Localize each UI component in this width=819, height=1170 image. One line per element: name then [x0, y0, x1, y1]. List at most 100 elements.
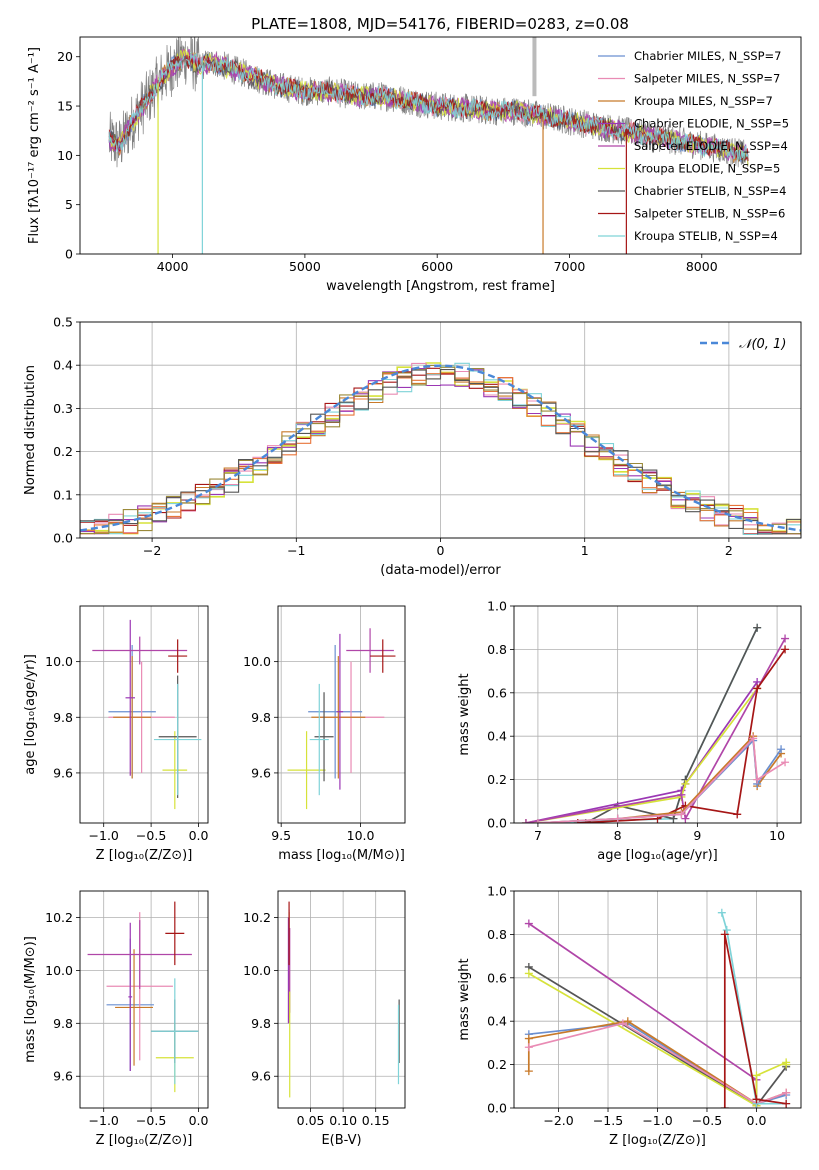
weight_vs_age-marker	[681, 814, 690, 823]
mass_vs_ebv-xtick-label: 0.05	[297, 1113, 325, 1128]
weight_vs_z-marker	[720, 1104, 729, 1108]
mass_vs_z-ytick-label: 9.8	[53, 1016, 73, 1031]
weight_vs_age-marker	[677, 790, 686, 799]
weight_vs_age-marker	[521, 819, 530, 823]
legend-label-kroupa_miles: Kroupa MILES, N_SSP=7	[634, 94, 773, 108]
spectrum-frame	[79, 36, 802, 255]
weight_vs_age-ylabel: mass weight	[457, 673, 472, 755]
mass_vs_ebv-xtick-label: 0.10	[329, 1113, 357, 1128]
figure-title: PLATE=1808, MJD=54176, FIBERID=0283, z=0…	[251, 15, 629, 33]
spectrum-ytick-label: 0	[65, 247, 73, 262]
spectrum-xtick-label: 8000	[686, 259, 718, 274]
residuals-ytick-label: 0.1	[53, 487, 73, 502]
weight_vs_age-series-salpeter_miles	[537, 736, 786, 823]
age_vs_z-point-salpeter_elodie	[92, 636, 188, 665]
weight_vs_age-marker	[753, 684, 762, 693]
age_vs_mass-xlabel: mass [log₁₀(M/M⊙)]	[278, 848, 405, 863]
residuals-panel: −2 −1 0 1 2 0.0 0.1 0.2 0.3 0.4 0.5 (data-model)/er…	[23, 315, 802, 578]
age_vs_mass-point-salpeter_stelib	[370, 639, 396, 673]
mass_vs_z-point-salpeter_elodie	[87, 920, 192, 989]
weight_vs_z-xtick-label: −2.0	[543, 1113, 573, 1128]
mass_vs_ebv-ytick-label: 9.8	[251, 1016, 271, 1031]
weight_vs_age-marker	[777, 745, 786, 754]
residuals-xlabel: (data-model)/error	[380, 563, 501, 578]
age_vs_mass-ytick-label: 10.0	[243, 654, 271, 669]
weight_vs_age-marker	[681, 779, 690, 788]
weight_vs_age-series-salpeter_stelib	[577, 648, 786, 823]
weight_vs_age-marker	[753, 775, 762, 784]
weight_vs_z-xtick-label: 0.0	[747, 1113, 767, 1128]
weight_vs_age-series-kroupa_stelib	[537, 627, 758, 823]
weight_vs_age-plot-area	[521, 623, 790, 823]
weight_vs_z-ytick-label: 0.4	[487, 1014, 507, 1029]
spectrum-xtick-label: 4000	[157, 259, 189, 274]
mass_vs_ebv-xtick-label: 0.15	[362, 1113, 390, 1128]
legend-label-chabrier_stelib: Chabrier STELIB, N_SSP=4	[634, 184, 786, 198]
age_vs_z-point-salpeter_stelib	[168, 639, 188, 673]
age_vs_z-xtick-label: −0.5	[136, 828, 166, 843]
weight_vs_age-ytick-label: 0.4	[487, 729, 507, 744]
weight_vs_z-xtick-label: −1.5	[593, 1113, 623, 1128]
mass_vs_z-ytick-label: 10.0	[45, 963, 73, 978]
weight_vs_age-series-chabrier_miles	[537, 738, 782, 823]
weight_vs_age-series-chabrier_elodie	[525, 681, 758, 823]
weight_vs_age-ytick-label: 0.8	[487, 642, 507, 657]
weight_vs_age-ytick-label: 1.0	[487, 599, 507, 614]
age_vs_z-xtick-label: −1.0	[89, 828, 119, 843]
age_vs_z-point-kroupa_elodie	[162, 731, 188, 810]
residual-histogram-step	[80, 369, 801, 535]
weight_vs_z-xlabel: Z [log₁₀(Z/Z⊙)]	[609, 1133, 706, 1148]
mass_vs_ebv-xlabel: E(B-V)	[321, 1133, 361, 1148]
age_vs_mass-point-kroupa_miles	[311, 656, 366, 779]
weight_vs_z-plot-area	[524, 908, 791, 1108]
weight_vs_z-marker	[524, 919, 533, 928]
mass_vs_ebv-ytick-label: 10.0	[243, 963, 271, 978]
normal-distribution-curve	[80, 364, 801, 532]
weight_vs_age-xtick-label: 9	[693, 828, 701, 843]
weight_vs_z-xtick-label: −0.5	[692, 1113, 722, 1128]
weight_vs_z-marker	[752, 1071, 761, 1080]
age_vs_z-point-kroupa_stelib	[153, 683, 202, 796]
age_vs_mass-ytick-label: 9.6	[251, 765, 271, 780]
weight_vs_z-marker	[717, 908, 726, 917]
mass_vs_z-point-salpeter_stelib	[165, 901, 185, 966]
mass_vs_z-point-kroupa_stelib	[151, 978, 199, 1085]
weight_vs_z-ytick-label: 0.0	[487, 1101, 507, 1116]
residuals-xtick-label: 0	[437, 543, 445, 558]
weight_vs_z-ytick-label: 0.6	[487, 970, 507, 985]
age_vs_z-point-kroupa_miles	[113, 656, 152, 779]
weight_vs_z-marker	[524, 1034, 533, 1043]
weight_vs_age-xtick-label: 10	[769, 828, 785, 843]
spectrum-model-kroupa_elodie	[108, 48, 749, 166]
weight_vs_age-ytick-label: 0.2	[487, 772, 507, 787]
age_vs_mass-xtick-label: 9.5	[271, 828, 291, 843]
age_vs_mass-point-kroupa_elodie	[287, 731, 326, 810]
residuals-ytick-label: 0.2	[53, 444, 73, 459]
spectrum-ytick-label: 20	[57, 49, 73, 64]
residuals-xtick-label: −1	[287, 543, 305, 558]
age_vs_mass-point-chabrier_elodie	[336, 633, 344, 790]
spectrum-sky-spike	[532, 37, 537, 97]
mass_vs_z-frame	[79, 890, 209, 1109]
mass_vs_z-xlabel: Z [log₁₀(Z/Z⊙)]	[96, 1133, 193, 1148]
weight_vs_z-marker	[623, 1017, 632, 1026]
mass_vs_z-ylabel: mass [log₁₀(M/M⊙)]	[23, 936, 38, 1063]
weight_vs_z-marker	[524, 1043, 533, 1052]
weight_vs_age-marker	[613, 814, 622, 823]
residuals-xtick-label: 2	[725, 543, 733, 558]
weight_vs_z-marker	[782, 1088, 791, 1097]
weight_vs_age-series-chabrier_stelib	[585, 627, 758, 823]
mass_vs_z-ytick-label: 10.2	[45, 910, 73, 925]
mass_vs_z-xtick-label: −1.0	[89, 1113, 119, 1128]
weight_vs_age-frame	[513, 605, 802, 824]
age_vs_z-frame	[79, 605, 209, 824]
mass_vs_ebv-ytick-label: 9.6	[251, 1069, 271, 1084]
weight_vs_z-xtick-label: −1.0	[642, 1113, 672, 1128]
age_vs_mass-point-salpeter_elodie	[346, 628, 394, 673]
residuals-frame	[79, 321, 802, 539]
age_vs_z-ytick-label: 9.6	[53, 765, 73, 780]
weight_vs_age-ytick-label: 0.6	[487, 685, 507, 700]
mass_vs_z-xtick-label: 0.0	[189, 1113, 209, 1128]
weight_vs_z-ytick-label: 0.8	[487, 927, 507, 942]
